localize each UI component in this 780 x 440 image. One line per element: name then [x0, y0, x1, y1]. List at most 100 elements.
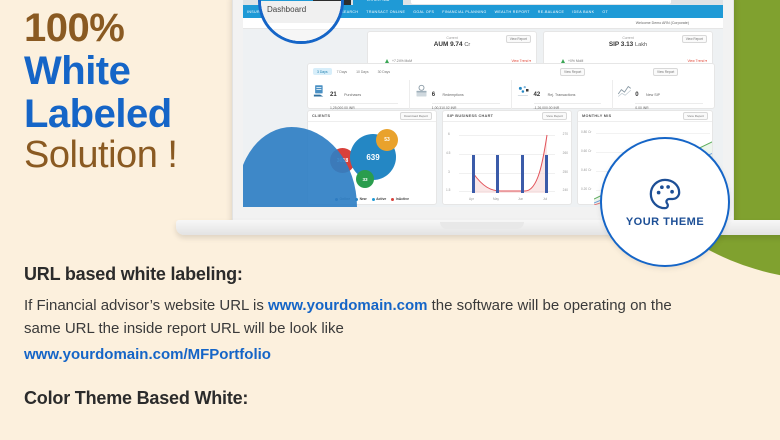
headline-block: 100% White Labeled Solution !	[24, 8, 274, 175]
stat-rejected-transactions: 42 Rej. Transactions -1,26,000.00 INR	[512, 80, 614, 113]
nav-item-wealth-report[interactable]: WEALTH REPORT	[494, 9, 530, 14]
headline-line-1: 100%	[24, 6, 125, 50]
bar-jul	[545, 155, 548, 193]
kpi-aum-delta: +7.24% MoM	[392, 59, 413, 63]
divider	[533, 103, 602, 104]
section-paragraph-url: If Financial advisor’s website URL is ww…	[24, 294, 684, 341]
kpi-aum-view-trend-button[interactable]: View Trend ▾	[511, 59, 531, 63]
y-tick-right-1: 260	[562, 151, 568, 155]
headline-line-3: Labeled	[24, 91, 172, 136]
section-title-color-theme: Color Theme Based White:	[24, 387, 249, 408]
legend-item-inactive: InActive	[391, 197, 409, 201]
your-theme-label: YOUR THEME	[625, 215, 705, 228]
magnifier-breadcrumb-strip	[261, 1, 341, 23]
x-tick-may: May	[493, 197, 500, 201]
divider	[431, 103, 500, 104]
x-tick-jun: Jun	[518, 197, 524, 201]
panel-clients-download-button[interactable]: Download Report	[400, 112, 432, 120]
stat-purchases-label: Purchases	[344, 93, 362, 97]
kpi-sip-view-trend-button[interactable]: View Trend ▾	[687, 59, 707, 63]
gridline	[459, 154, 555, 155]
magnifier-dashboard-label: Dashboard	[267, 5, 307, 14]
sip-trend-line	[472, 134, 548, 193]
nav-item-research[interactable]: RESEARCH	[335, 9, 359, 14]
section-title-url: URL based white labeling:	[24, 264, 243, 284]
report-url-link[interactable]: www.yourdomain.com/MFPortfolio	[24, 345, 271, 363]
nav-item-re-balance[interactable]: RE-BALANCE	[537, 9, 565, 14]
panel-sip-business: SIP BUSINESS CHART View Report 6 4.5	[442, 110, 572, 205]
browser-url-bar[interactable]	[411, 0, 671, 4]
kpi-aum-caption: Current	[446, 36, 458, 40]
kpi-aum-number: 9.74	[450, 41, 463, 48]
y-tick-left-2: 3	[448, 170, 450, 174]
legend-label-active: Active	[376, 197, 387, 201]
rejected-icon	[517, 86, 528, 96]
stat-rejected-label: Rej. Transactions	[547, 93, 576, 97]
kpi-aum-unit: Cr	[464, 42, 471, 48]
strip-view-report-button-2[interactable]: View Report	[653, 68, 679, 76]
nav-item-idea-bank[interactable]: IDEA BANK	[572, 9, 595, 14]
headline-line-4: Solution !	[24, 134, 178, 177]
welcome-text: Welcome Demo ARN (Corporate)	[635, 21, 689, 25]
magnifier-content: Dashboard	[261, 0, 341, 41]
x-tick-apr: Apr	[469, 197, 474, 201]
gridline	[459, 173, 555, 174]
day-filter-30[interactable]: 30 Days	[377, 69, 391, 74]
y-tick-mis-0: 0.80 Cr	[581, 130, 592, 134]
day-filter-3[interactable]: 3 Days	[313, 68, 332, 75]
nav-item-transact-online[interactable]: TRANSACT ONLINE	[366, 9, 406, 14]
stats-strip: 3 Days 7 Days 10 Days 30 Days View Repor…	[307, 63, 715, 113]
panel-mis-view-report-button[interactable]: View Report	[683, 112, 708, 120]
day-filter-10[interactable]: 10 Days	[356, 69, 369, 74]
stat-new-sip: 0 New SIP 0.00 INR	[613, 80, 714, 113]
y-tick-mis-3: 0.20 Cr	[581, 187, 592, 191]
y-tick-left-0: 6	[448, 132, 450, 136]
kpi-sip-unit: Lakh	[635, 42, 648, 48]
your-theme-badge: YOUR THEME	[600, 137, 730, 267]
legend-label-inactive: InActive	[395, 197, 409, 201]
nav-item-other[interactable]: OT	[602, 9, 609, 14]
magnifier-dashboard: Dashboard	[258, 0, 344, 44]
y-tick-mis-1: 0.60 Cr	[581, 149, 592, 153]
stat-grid: 21 Purchases 1,25,000.00 INR	[308, 80, 714, 113]
magnifier-panel	[269, 29, 331, 41]
kpi-card-sip: Current SIP 3.13 Lakh +0% MoM View Repor…	[543, 31, 713, 67]
redemption-icon	[416, 84, 427, 97]
inline-link-domain[interactable]: www.yourdomain.com	[267, 297, 428, 314]
divider	[330, 103, 398, 104]
nav-item-financial-planning[interactable]: FINANCIAL PLANNING	[442, 9, 487, 14]
magnifier-tab-home	[265, 0, 311, 1]
trend-up-icon	[385, 58, 389, 63]
nav-item-goal-ofs[interactable]: GOAL OFS	[413, 9, 435, 14]
browser-tab-other[interactable]: OTHER TAB	[353, 0, 403, 5]
panel-sip-view-report-button[interactable]: View Report	[542, 112, 567, 120]
bubble-online: 33	[356, 170, 374, 188]
legend-label-new: New	[359, 197, 367, 201]
stat-redemptions-label: Redemptions	[442, 93, 464, 97]
stat-purchases: 21 Purchases 1,25,000.00 INR	[308, 80, 410, 113]
panel-clients-title: CLIENTS	[312, 114, 331, 118]
panel-mis-title: MONTHLY MIS	[582, 114, 612, 118]
stat-redemptions: 6 Redemptions 1,00,310.02 INR	[410, 80, 512, 113]
kpi-sip-number: 3.13	[620, 41, 634, 48]
legend-dot-inactive	[391, 197, 395, 201]
sip-business-chart: 6 4.5 3 1.5 270 260 250 240	[443, 121, 571, 205]
kpi-aum-view-report-button[interactable]: View Report	[505, 35, 531, 43]
y-tick-left-3: 1.5	[446, 188, 451, 192]
day-filter-7[interactable]: 7 Days	[336, 69, 348, 74]
x-tick-jul: Jul	[543, 197, 548, 201]
trend-up-icon	[561, 58, 565, 63]
bar-may	[496, 155, 499, 193]
strip-view-report-button-1[interactable]: View Report	[560, 68, 586, 76]
body-copy-block: URL based white labeling: If Financial a…	[24, 264, 684, 418]
stat-purchases-amount: 1,25,000.00 INR	[330, 106, 355, 110]
kpi-aum-label: AUM	[433, 41, 449, 48]
stat-newsip-amount: 0.00 INR	[635, 106, 649, 110]
panel-sip-header: SIP BUSINESS CHART View Report	[443, 111, 571, 122]
stat-newsip-label: New SIP	[646, 93, 661, 97]
bar-jun	[521, 155, 524, 193]
kpi-sip-view-report-button[interactable]: View Report	[681, 35, 707, 43]
stat-redemptions-number: 6	[431, 92, 436, 98]
purchase-icon	[313, 85, 324, 97]
